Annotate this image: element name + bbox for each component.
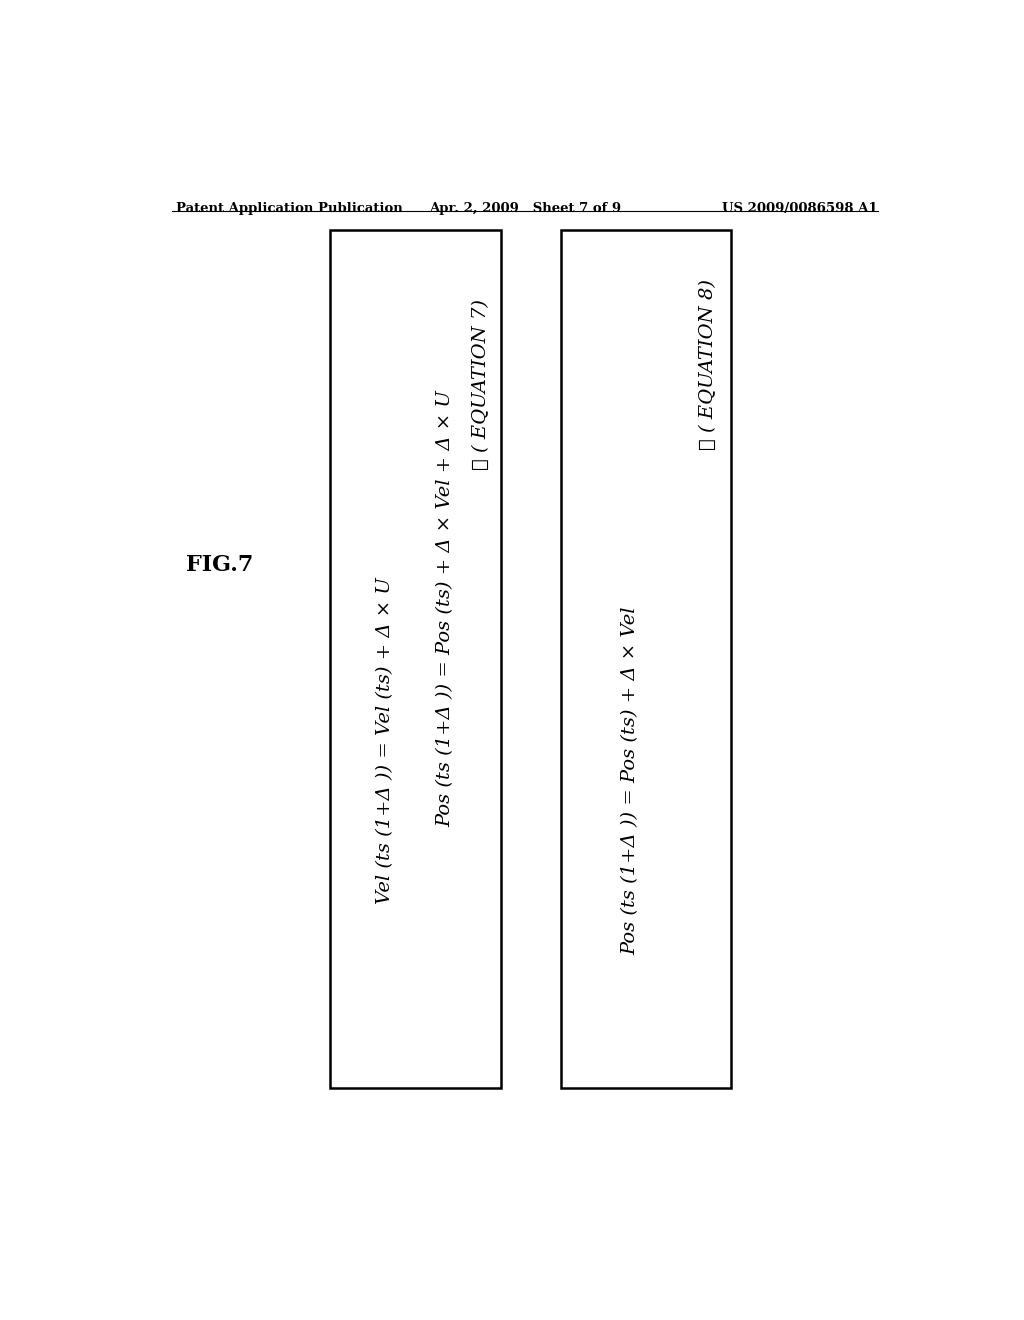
Bar <box>331 230 501 1089</box>
Text: ⋯ ( EQUATION 7): ⋯ ( EQUATION 7) <box>472 300 489 470</box>
Text: Pos (ts (1+Δ )) = Pos (ts) + Δ × Vel: Pos (ts (1+Δ )) = Pos (ts) + Δ × Vel <box>621 607 639 956</box>
Text: Pos (ts (1+Δ )) = Pos (ts) + Δ × Vel + Δ × U: Pos (ts (1+Δ )) = Pos (ts) + Δ × Vel + Δ… <box>437 389 455 826</box>
Text: Apr. 2, 2009   Sheet 7 of 9: Apr. 2, 2009 Sheet 7 of 9 <box>429 202 621 215</box>
Text: FIG.7: FIG.7 <box>185 554 253 576</box>
Bar <box>560 230 731 1089</box>
Text: US 2009/0086598 A1: US 2009/0086598 A1 <box>722 202 878 215</box>
Text: Patent Application Publication: Patent Application Publication <box>176 202 402 215</box>
Text: Vel (ts (1+Δ )) = Vel (ts) + Δ × U: Vel (ts (1+Δ )) = Vel (ts) + Δ × U <box>377 577 394 904</box>
Text: ⋯ ( EQUATION 8): ⋯ ( EQUATION 8) <box>698 279 717 450</box>
